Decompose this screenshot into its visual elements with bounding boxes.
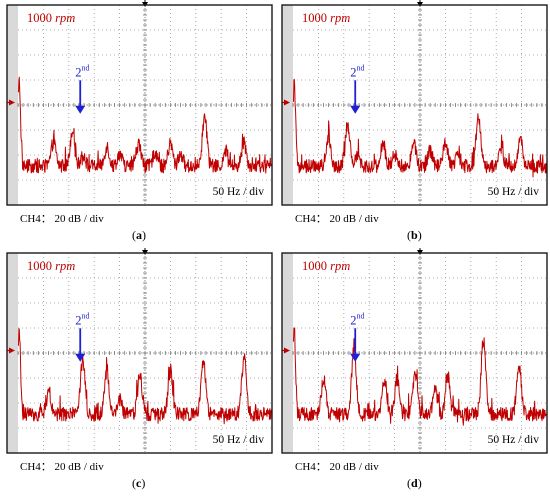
chart-panel-a: 1000 rpm 2nd 50 Hz / div CH4： 20 dB / div (a… — [0, 0, 275, 248]
panel-caption: (c) — [132, 476, 146, 490]
harmonic-suffix: nd — [356, 63, 364, 72]
spectrum-trace — [293, 327, 547, 426]
screen-frame — [6, 252, 273, 454]
screen-left-strip — [7, 5, 18, 205]
panel-caption: (b) — [407, 228, 422, 242]
chart-panel-b: 1000 rpm 2nd 50 Hz / div CH4： 20 dB / div (b… — [275, 0, 550, 248]
panel-caption: (a) — [132, 228, 146, 242]
speed-unit: rpm — [330, 259, 350, 273]
x-scale-label: 50 Hz / div — [213, 186, 265, 198]
harmonic-number: 2 — [350, 65, 356, 79]
speed-label: 1000 rpm — [27, 259, 75, 273]
harmonic-suffix: nd — [81, 63, 89, 72]
screen-frame — [281, 4, 548, 206]
screen-frame — [6, 4, 273, 206]
x-scale-label: 50 Hz / div — [213, 434, 265, 446]
oscilloscope-screen: 1000 rpm 2nd 50 Hz / div — [6, 0, 273, 206]
harmonic-arrow-icon — [75, 353, 86, 362]
x-scale-label: 50 Hz / div — [488, 434, 540, 446]
y-scale-label: CH4： 20 dB / div — [295, 213, 379, 225]
harmonic-arrow-icon — [75, 105, 86, 114]
speed-value: 1000 — [302, 11, 327, 25]
harmonic-number: 2 — [75, 313, 81, 327]
speed-unit: rpm — [55, 11, 75, 25]
spectrum-trace — [18, 76, 272, 174]
oscilloscope-screen: 1000 rpm 2nd 50 Hz / div — [281, 0, 548, 206]
panel-letter: b — [411, 228, 418, 242]
screen-left-strip — [7, 253, 18, 453]
center-axes — [292, 252, 548, 454]
harmonic-label: 2nd — [350, 63, 364, 79]
harmonic-arrow-icon — [350, 105, 361, 114]
speed-value: 1000 — [27, 11, 52, 25]
center-axes — [17, 252, 273, 454]
y-scale-label: CH4： 20 dB / div — [295, 461, 379, 473]
speed-label: 1000 rpm — [302, 259, 350, 273]
panel-letter: d — [411, 476, 418, 490]
harmonic-suffix: nd — [356, 311, 364, 320]
harmonic-label: 2nd — [350, 311, 364, 327]
harmonic-arrow-icon — [350, 353, 361, 362]
screen-left-strip — [282, 253, 293, 453]
harmonic-label: 2nd — [75, 311, 89, 327]
oscilloscope-screen: 1000 rpm 2nd 50 Hz / div — [281, 248, 548, 454]
chart-panel-d: 1000 rpm 2nd 50 Hz / div CH4： 20 dB / div (d… — [275, 248, 550, 496]
speed-value: 1000 — [27, 259, 52, 273]
panel-letter: c — [136, 476, 142, 490]
oscilloscope-screen: 1000 rpm 2nd 50 Hz / div — [6, 248, 273, 454]
speed-unit: rpm — [330, 11, 350, 25]
harmonic-number: 2 — [75, 65, 81, 79]
spectrum-trace — [293, 78, 547, 178]
speed-label: 1000 rpm — [302, 11, 350, 25]
speed-value: 1000 — [302, 259, 327, 273]
y-scale-label: CH4： 20 dB / div — [20, 461, 104, 473]
harmonic-suffix: nd — [81, 311, 89, 320]
panel-caption: (d) — [407, 476, 422, 490]
spectrum-trace — [18, 328, 272, 425]
harmonic-number: 2 — [350, 313, 356, 327]
screen-left-strip — [282, 5, 293, 205]
speed-unit: rpm — [55, 259, 75, 273]
x-scale-label: 50 Hz / div — [488, 186, 540, 198]
center-axes — [292, 4, 548, 206]
center-axes — [17, 4, 273, 206]
harmonic-label: 2nd — [75, 63, 89, 79]
speed-label: 1000 rpm — [27, 11, 75, 25]
chart-panel-c: 1000 rpm 2nd 50 Hz / div CH4： 20 dB / div (c… — [0, 248, 275, 496]
screen-frame — [281, 252, 548, 454]
y-scale-label: CH4： 20 dB / div — [20, 213, 104, 225]
panel-letter: a — [136, 228, 142, 242]
